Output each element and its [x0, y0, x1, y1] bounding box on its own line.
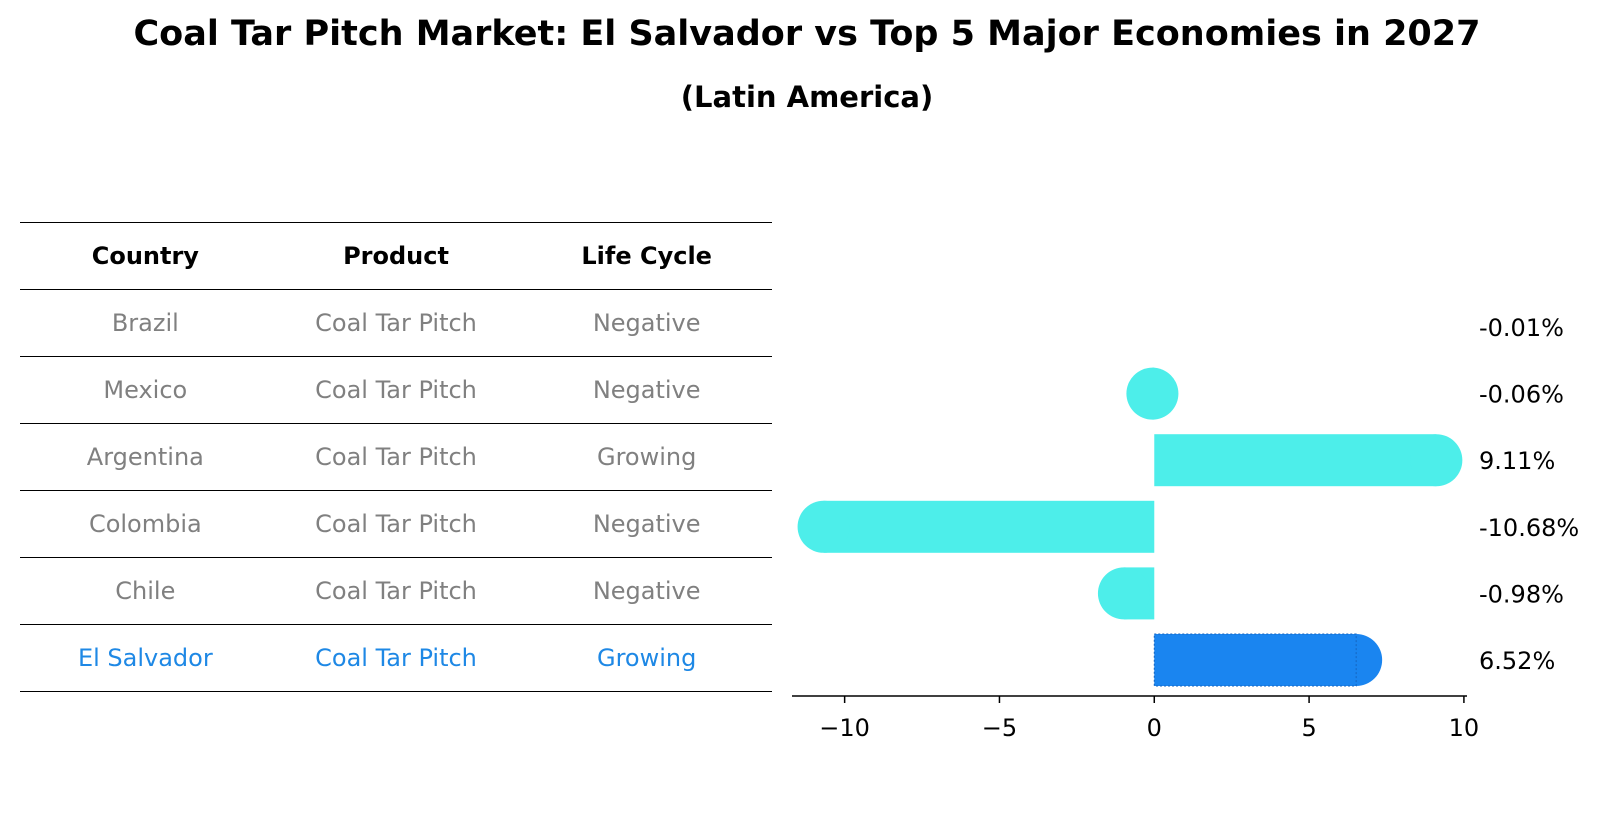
cell-life-cycle: Growing: [596, 443, 697, 471]
header-country: Country: [91, 242, 199, 270]
x-tick-label: −10: [819, 714, 870, 742]
cell-life-cycle: Negative: [592, 577, 701, 605]
value-label: 9.11%: [1479, 447, 1555, 475]
bar-cap: [1126, 367, 1179, 420]
table-row: Colombia Coal Tar Pitch Negative: [20, 491, 772, 558]
x-tick-label: 0: [1147, 714, 1162, 742]
table-row: Mexico Coal Tar Pitch Negative: [20, 357, 772, 424]
bar-body: [1154, 434, 1437, 487]
bar-body: [1154, 634, 1357, 686]
bar: [1097, 567, 1155, 620]
table-row-highlight: El Salvador Coal Tar Pitch Growing: [20, 625, 772, 692]
bar: [797, 500, 1155, 553]
x-tick-label: 5: [1301, 714, 1316, 742]
bar-highlight-outline: [1153, 633, 1357, 687]
value-label: -10.68%: [1479, 514, 1579, 542]
bar-cap: [1330, 634, 1383, 686]
cell-life-cycle: Negative: [592, 376, 701, 404]
cell-product: Coal Tar Pitch: [315, 309, 477, 337]
value-label: -0.01%: [1479, 314, 1564, 342]
cell-life-cycle: Negative: [592, 510, 701, 538]
bar: [1153, 633, 1383, 687]
cell-country: Argentina: [86, 443, 204, 471]
cell-product: Coal Tar Pitch: [315, 644, 477, 672]
bar-cap: [1097, 567, 1150, 620]
bar-cap: [797, 500, 850, 553]
cell-product: Coal Tar Pitch: [315, 577, 477, 605]
bar-cap: [1410, 434, 1463, 487]
cell-country: Colombia: [88, 510, 202, 538]
cell-country: Mexico: [103, 376, 188, 404]
table-row: Argentina Coal Tar Pitch Growing: [20, 424, 772, 491]
chart-title: Coal Tar Pitch Market: El Salvador vs To…: [133, 14, 1481, 54]
chart-subtitle: (Latin America): [680, 80, 934, 114]
table-header-row: Country Product Life Cycle: [20, 222, 772, 290]
data-table: Country Product Life Cycle Brazil Coal T…: [20, 222, 772, 692]
cell-life-cycle: Negative: [592, 309, 701, 337]
value-label: -0.06%: [1479, 381, 1564, 409]
value-label: -0.98%: [1479, 580, 1564, 608]
bar-body: [823, 500, 1155, 553]
header-product: Product: [343, 242, 449, 270]
x-tick-label: −5: [982, 714, 1017, 742]
table-row: Chile Coal Tar Pitch Negative: [20, 558, 772, 625]
cell-product: Coal Tar Pitch: [315, 376, 477, 404]
value-label: 6.52%: [1479, 647, 1555, 675]
cell-product: Coal Tar Pitch: [315, 510, 477, 538]
cell-product: Coal Tar Pitch: [315, 443, 477, 471]
cell-life-cycle: Growing: [596, 644, 697, 672]
bar: [1154, 434, 1463, 487]
cell-country: Chile: [115, 577, 176, 605]
header-life-cycle: Life Cycle: [581, 242, 712, 270]
bar: [1126, 367, 1179, 420]
cell-country: Brazil: [111, 309, 179, 337]
x-tick-label: 10: [1449, 714, 1480, 742]
table-row: Brazil Coal Tar Pitch Negative: [20, 290, 772, 357]
cell-country: El Salvador: [77, 644, 213, 672]
